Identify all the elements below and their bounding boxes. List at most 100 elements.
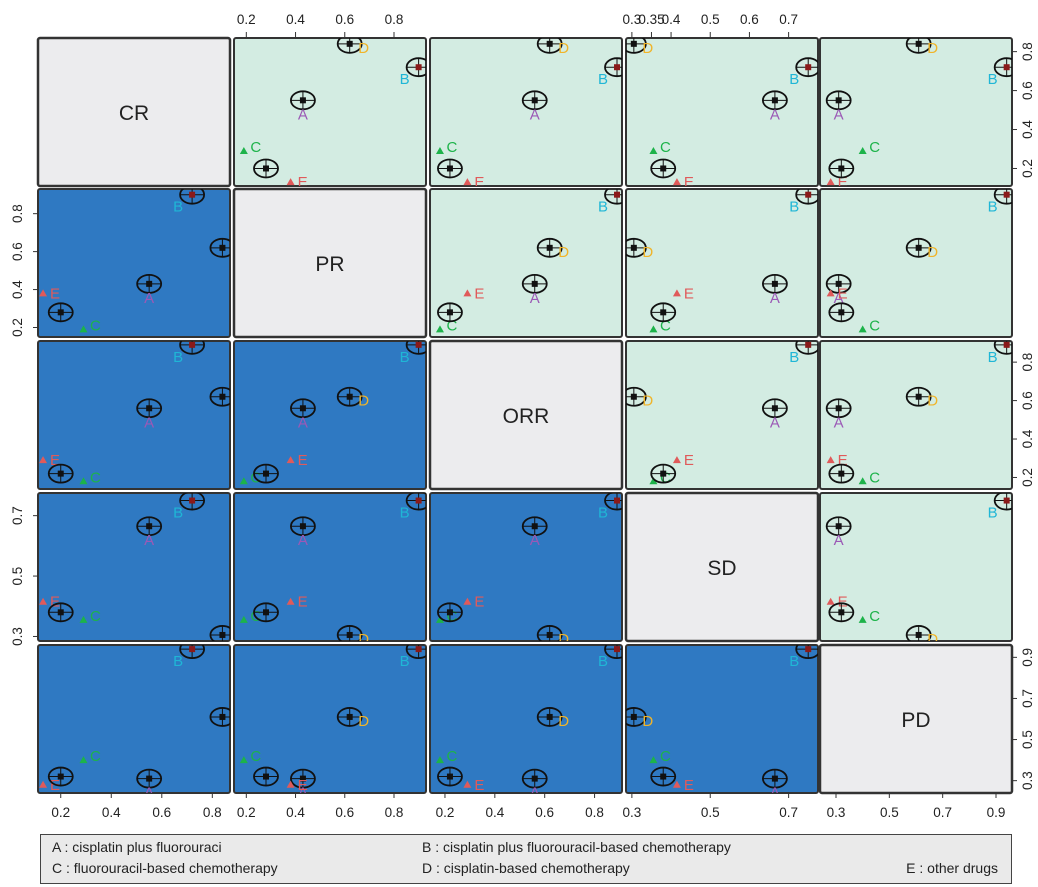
point-a <box>531 97 538 104</box>
point-ref <box>57 309 64 316</box>
point-d <box>219 713 226 720</box>
point-label-b: B <box>988 71 998 88</box>
tick-label: 0.6 <box>535 805 554 820</box>
panel-orr-vs-pd <box>819 340 1013 490</box>
tick-label: 0.6 <box>335 805 354 820</box>
point-d <box>546 631 553 638</box>
point-e <box>286 780 295 788</box>
point-b <box>189 646 196 653</box>
tick-label: 0.5 <box>880 805 899 820</box>
panel-pr-vs-pr <box>232 187 428 339</box>
variable-label-pd: PD <box>901 709 930 732</box>
panel-sd-vs-pd <box>819 492 1013 642</box>
point-a <box>146 280 153 287</box>
point-label-b: B <box>400 653 410 670</box>
point-e <box>39 780 48 788</box>
axis-right-orr: 0.2 0.4 0.6 0.8 <box>1012 353 1035 487</box>
legend-entry-b: B : cisplatin plus fluorouracil-based ch… <box>422 839 731 855</box>
points-pr-vs-orr: A B C D E <box>435 189 622 334</box>
tick-label: 0.8 <box>10 204 25 223</box>
tick-label: 0.3 <box>622 12 641 27</box>
point-e <box>286 456 295 464</box>
point-label-e: E <box>838 174 848 191</box>
point-label-a: A <box>770 106 780 123</box>
point-e <box>826 178 835 186</box>
point-label-d: D <box>927 393 938 410</box>
point-ref <box>838 309 845 316</box>
point-label-e: E <box>298 777 308 794</box>
point-label-b: B <box>400 71 410 88</box>
point-e <box>463 289 472 297</box>
tick-label: 0.7 <box>779 805 798 820</box>
point-b <box>614 646 621 653</box>
point-e <box>672 178 681 186</box>
axis-left-sd: 0.3 0.5 0.7 <box>10 506 38 646</box>
tick-label: 0.7 <box>933 805 952 820</box>
point-a <box>771 775 778 782</box>
tick-label: 0.8 <box>385 12 404 27</box>
tick-label: 0.3 <box>10 627 25 646</box>
point-b <box>805 64 812 71</box>
tick-label: 0.4 <box>485 805 504 820</box>
point-b <box>614 64 621 71</box>
tick-label: 0.5 <box>701 12 720 27</box>
tick-label: 0.5 <box>10 567 25 586</box>
point-c <box>858 325 867 333</box>
point-a <box>146 523 153 530</box>
panel-pr-vs-orr <box>429 188 623 338</box>
tick-label: 0.8 <box>585 805 604 820</box>
panel-cr-vs-pd <box>819 37 1013 187</box>
point-label-a: A <box>298 532 308 549</box>
point-label-b: B <box>173 199 183 216</box>
tick-label: 0.2 <box>1020 468 1035 487</box>
tick-label: 0.6 <box>740 12 759 27</box>
point-ref <box>263 470 269 477</box>
point-e <box>286 178 295 186</box>
point-d <box>915 244 922 251</box>
tick-label: 0.7 <box>10 506 25 525</box>
point-label-e: E <box>50 285 60 302</box>
tick-label: 0.6 <box>335 12 354 27</box>
tick-label: 0.4 <box>662 12 681 27</box>
point-a <box>771 405 778 412</box>
point-a <box>299 97 306 104</box>
point-label-d: D <box>358 713 369 730</box>
point-ref <box>263 773 269 780</box>
point-ref <box>660 470 667 477</box>
point-label-c: C <box>250 748 261 765</box>
point-label-d: D <box>927 40 938 57</box>
point-d <box>346 40 353 47</box>
point-b <box>415 341 422 348</box>
point-label-d: D <box>358 631 369 648</box>
tick-label: 0.8 <box>385 805 404 820</box>
point-a <box>146 405 153 412</box>
point-label-a: A <box>144 290 154 307</box>
point-a <box>835 280 842 287</box>
tick-label: 0.4 <box>286 12 305 27</box>
point-d <box>546 244 553 251</box>
point-e <box>39 456 48 464</box>
point-d <box>546 40 553 47</box>
point-label-a: A <box>834 106 844 123</box>
point-label-b: B <box>598 505 608 522</box>
point-label-b: B <box>173 653 183 670</box>
axis-bottom-sd: 0.3 0.5 0.7 <box>622 793 798 820</box>
point-e <box>826 597 835 605</box>
legend-entry-d: D : cisplatin-based chemotherapy <box>422 860 630 876</box>
tick-label: 0.2 <box>237 805 256 820</box>
point-a <box>299 775 306 782</box>
axis-bottom-orr: 0.2 0.4 0.6 0.8 <box>436 793 604 820</box>
point-b <box>614 191 621 198</box>
point-ref <box>838 470 845 477</box>
point-b <box>189 191 196 198</box>
point-label-c: C <box>447 608 458 625</box>
point-label-e: E <box>474 777 484 794</box>
axis-bottom-pr: 0.2 0.4 0.6 0.8 <box>237 793 403 820</box>
point-label-e: E <box>298 452 308 469</box>
point-label-a: A <box>298 106 308 123</box>
point-b <box>614 497 621 504</box>
tick-label: 0.4 <box>286 805 305 820</box>
scatter-matrix: CRPRORRSDPDABCDEABCDEABCDEABCDEABCDEABCD… <box>10 12 1035 820</box>
point-a <box>531 523 538 530</box>
panel-orr-vs-pr <box>233 340 427 490</box>
